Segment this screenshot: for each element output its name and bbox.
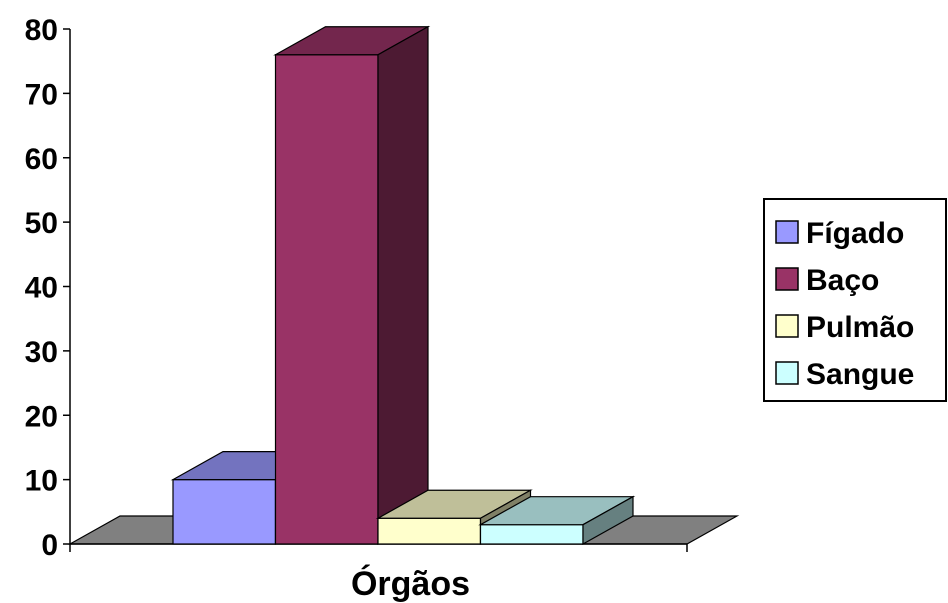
bar-group: [170, 25, 636, 546]
legend-swatch: [775, 314, 799, 338]
y-tick-label: 20: [25, 400, 58, 433]
legend-label: Pulmão: [806, 311, 914, 344]
legend-swatch: [775, 361, 799, 385]
bar-front: [479, 524, 584, 545]
legend: Fígado Baço Pulmão Sangue: [763, 198, 947, 402]
y-tick-label: 30: [25, 336, 58, 369]
y-tick-label: 60: [25, 143, 58, 176]
bar-front: [377, 517, 482, 545]
legend-swatch: [775, 267, 799, 291]
bar-front: [172, 479, 277, 545]
y-tick-label: 10: [25, 465, 58, 498]
bar-front: [274, 54, 379, 545]
bar-1: [273, 25, 431, 546]
bar-side: [377, 25, 429, 546]
bar-3: [478, 495, 636, 546]
y-tick-label: 40: [25, 272, 58, 305]
y-tick-label: 50: [25, 207, 58, 240]
legend-label: Fígado: [806, 217, 904, 250]
x-axis-title: Órgãos: [351, 565, 470, 603]
y-tick-label: 70: [25, 78, 58, 111]
legend-label: Baço: [806, 264, 879, 297]
y-tick-label: 0: [41, 529, 58, 562]
legend-label: Sangue: [806, 358, 914, 391]
bar-side: [582, 495, 634, 546]
y-tick-label: 80: [25, 14, 58, 47]
legend-swatch: [775, 220, 799, 244]
